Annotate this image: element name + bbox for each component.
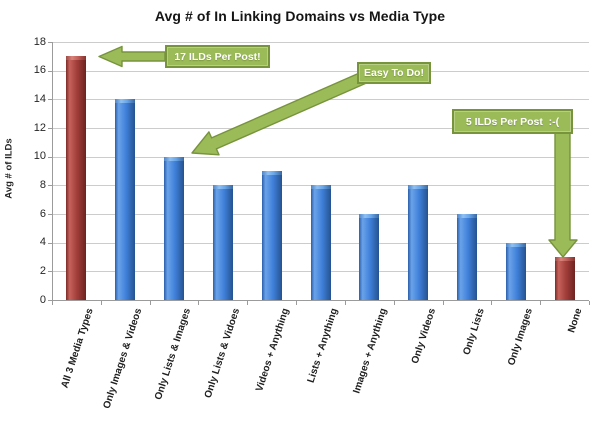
x-tick-label: Only Lists & Vidoes — [202, 307, 243, 400]
x-tick-mark — [198, 301, 200, 305]
x-tick-label: Only Videos — [409, 307, 438, 366]
x-tick-mark — [344, 301, 346, 305]
y-tick-mark — [48, 242, 52, 244]
bar-videos-anything — [261, 171, 282, 300]
x-tick-mark — [589, 301, 590, 305]
x-tick-mark — [540, 301, 542, 305]
bar-only-images — [505, 242, 526, 300]
x-tick-mark — [247, 301, 249, 305]
x-tick-label: None — [565, 307, 585, 335]
x-tick-label: Images + Anything — [350, 307, 389, 395]
y-tick-label: 10 — [33, 150, 46, 163]
y-tick-label: 2 — [39, 264, 46, 277]
y-axis-line — [52, 42, 53, 300]
bar-only-lists — [456, 214, 477, 300]
y-tick-label: 16 — [33, 64, 46, 77]
y-tick-label: 18 — [33, 35, 46, 48]
x-tick-mark — [442, 301, 444, 305]
bar-images-anything — [359, 214, 380, 300]
bar-all-3-media-types — [66, 56, 87, 300]
y-tick-mark — [48, 128, 52, 129]
gridline — [52, 156, 589, 158]
bar-only-lists-images — [164, 156, 185, 300]
x-tick-mark — [100, 301, 102, 305]
x-axis-line — [52, 300, 589, 301]
x-tick-mark — [491, 301, 493, 305]
x-tick-label: Only Images & Videos — [101, 307, 145, 411]
x-tick-mark — [393, 301, 395, 305]
gridline — [52, 70, 589, 72]
x-tick-label: Videos + Anything — [253, 307, 292, 394]
bar-none — [554, 257, 575, 300]
y-tick-mark — [48, 214, 52, 215]
x-tick-mark — [149, 301, 151, 305]
bar-only-lists-vidoes — [212, 185, 233, 300]
x-tick-mark — [296, 301, 298, 305]
annotation-5-ilds-per-post: 5 ILDs Per Post :-( — [452, 109, 573, 134]
y-tick-label: 14 — [33, 92, 46, 105]
y-tick-mark — [48, 156, 52, 158]
y-tick-label: 12 — [33, 121, 46, 134]
x-tick-label: Lists + Anything — [305, 307, 340, 385]
x-tick-label: All 3 Media Types — [59, 307, 96, 390]
annotation-17-ilds-per-post: 17 ILDs Per Post! — [165, 45, 270, 68]
annotation-easy-to-do: Easy To Do! — [357, 62, 431, 84]
bar-only-videos — [408, 185, 429, 300]
y-tick-label: 8 — [39, 178, 46, 191]
x-tick-mark — [52, 301, 53, 305]
x-tick-label: Only Lists — [461, 307, 487, 357]
gridline — [52, 42, 589, 43]
y-tick-label: 0 — [39, 293, 46, 306]
bar-only-images-videos — [115, 99, 136, 300]
chart-title: Avg # of In Linking Domains vs Media Typ… — [154, 8, 446, 24]
x-tick-label: Only Lists & Images — [153, 307, 194, 402]
y-tick-mark — [48, 185, 52, 187]
y-tick-label: 4 — [39, 236, 46, 249]
y-tick-mark — [48, 42, 52, 43]
y-tick-mark — [48, 300, 52, 301]
bar-lists-anything — [310, 185, 331, 300]
y-tick-mark — [48, 99, 52, 101]
y-tick-mark — [48, 271, 52, 273]
y-tick-mark — [48, 70, 52, 72]
y-tick-label: 6 — [39, 207, 46, 220]
x-tick-label: Only Images — [506, 307, 536, 367]
